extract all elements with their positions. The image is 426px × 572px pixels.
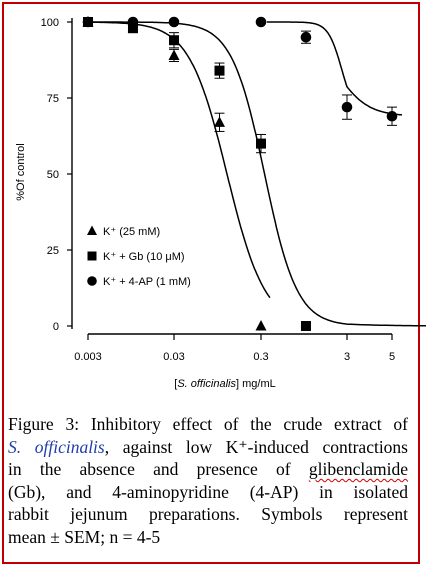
caption-line-5: rabbit jejunum preparations. Symbols rep…: [8, 503, 408, 526]
chart: 0 25 50 75 100 0.003 0.03 0.3 3 5 K⁺ (25 mM) K⁺ + …: [15, 16, 426, 390]
x-tick-label-0.003: 0.003: [74, 351, 102, 363]
caption-line-4: (Gb), and 4-aminopyridine (4-AP) in isol…: [8, 481, 408, 504]
legend-label-2: K⁺ + Gb (10 μM): [103, 251, 185, 263]
point-s3-6: [386, 110, 398, 122]
point-s3-5: [341, 101, 353, 113]
legend-entry-2: K⁺ + Gb (10 μM): [87, 251, 185, 263]
caption-line-1: Figure 3: Inhibitory effect of the crude…: [8, 413, 408, 436]
caption-glibenclamide: glibenclamide: [308, 459, 408, 480]
point-s2-2: [169, 35, 179, 46]
legend-label-1: K⁺ (25 mM): [103, 226, 160, 238]
caption-text-4: (Gb), and 4-aminopyridine (4-AP) in isol…: [8, 481, 408, 502]
legend-label-3: K⁺ + 4-AP (1 mM): [103, 276, 191, 288]
y-tick-label-25: 25: [47, 245, 59, 257]
caption-species: S. officinalis: [8, 436, 105, 457]
x-axis-label-suffix: ] mg/mL: [236, 378, 276, 390]
point-s1-0: [82, 16, 94, 27]
x-tick-label-0.03: 0.03: [163, 351, 184, 363]
fit-curve-series-2: [88, 21, 426, 327]
caption-text-2: , against low K⁺-induced contractions: [104, 436, 408, 457]
x-axis-label-species: S. officinalis: [177, 378, 236, 390]
point-s3-2: [168, 16, 180, 28]
caption-text-1: Figure 3: Inhibitory effect of the crude…: [8, 414, 408, 434]
caption-line-2: S. officinalis, against low K⁺-induced c…: [8, 436, 408, 459]
point-s1-2: [213, 116, 225, 127]
point-s2-1: [127, 23, 138, 34]
legend-marker-2: [87, 251, 97, 261]
y-tick-label-0: 0: [53, 321, 59, 333]
x-tick-label-5: 5: [389, 351, 395, 363]
caption-text-5: rabbit jejunum preparations. Symbols rep…: [8, 504, 408, 525]
caption-line-3: in the absence and presence of glibencla…: [8, 458, 408, 481]
point-s2-4: [256, 138, 266, 149]
point-s2-5: [300, 321, 311, 331]
caption-text-6: mean ± SEM; n = 4-5: [8, 526, 161, 547]
caption-line-6: mean ± SEM; n = 4-5: [8, 526, 408, 549]
point-s2-3: [214, 65, 225, 76]
legend-marker-3: [87, 276, 97, 286]
y-tick-label-50: 50: [47, 169, 59, 181]
figure-caption: Figure 3: Inhibitory effect of the crude…: [8, 413, 408, 549]
caption-text-3: in the absence and presence of: [8, 459, 291, 480]
y-axis-label: %Of control: [15, 143, 27, 200]
point-s1-3: [255, 320, 267, 331]
x-axis-label-prefix: [: [174, 378, 177, 390]
y-tick-label-100: 100: [41, 17, 59, 29]
data-markers: [82, 16, 398, 331]
legend-entry-3: K⁺ + 4-AP (1 mM): [87, 276, 191, 288]
point-s3-3: [255, 16, 267, 28]
legend-marker-1: [87, 225, 97, 235]
tick-marks: [67, 21, 393, 340]
x-tick-label-3: 3: [344, 351, 350, 363]
y-tick-label-75: 75: [47, 93, 59, 105]
x-axis-label: [S. officinalis] mg/mL: [174, 378, 276, 390]
point-s3-4: [300, 31, 312, 43]
legend-entry-1: K⁺ (25 mM): [87, 225, 160, 238]
point-s1-1: [168, 49, 180, 60]
x-tick-label-0.3: 0.3: [253, 351, 268, 363]
fit-curve-series-3: [266, 21, 403, 116]
legend: K⁺ (25 mM) K⁺ + Gb (10 μM) K⁺ + 4-AP (1 mM…: [87, 225, 191, 288]
tick-labels: 0 25 50 75 100 0.003 0.03 0.3 3 5: [41, 17, 395, 363]
